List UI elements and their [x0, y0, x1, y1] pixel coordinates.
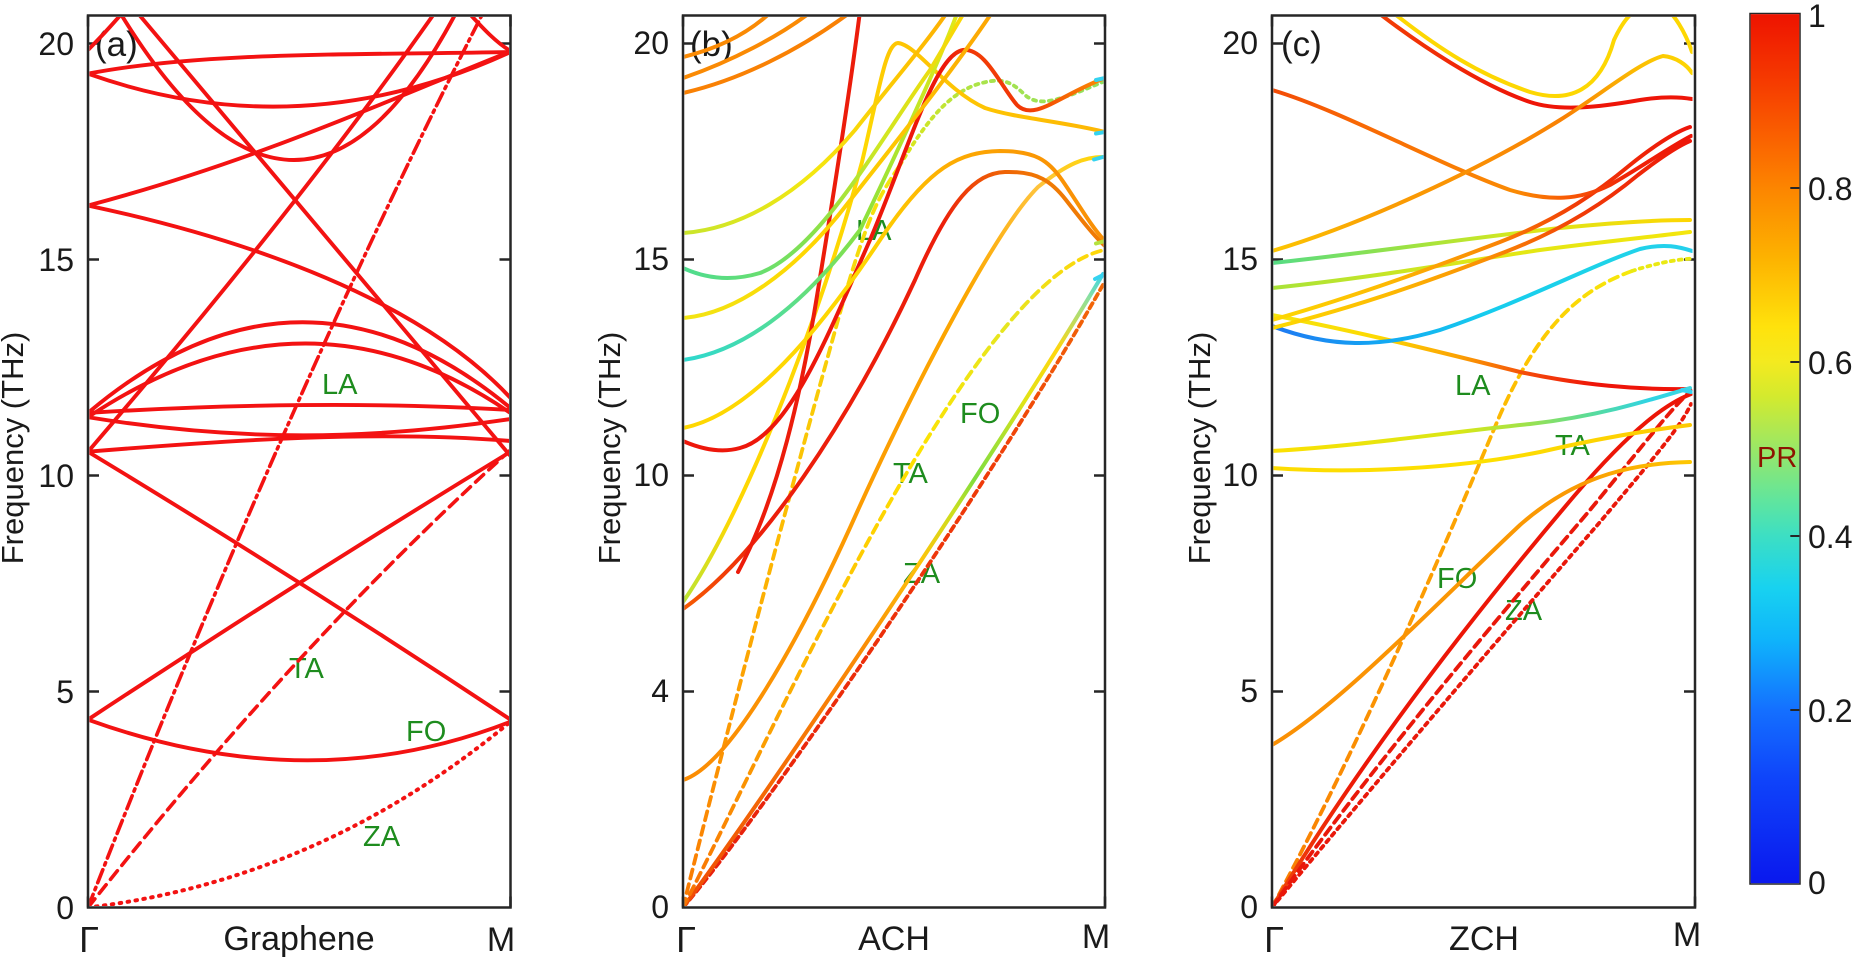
svg-text:Γ: Γ [1264, 919, 1284, 960]
svg-text:5: 5 [56, 674, 74, 710]
svg-text:10: 10 [38, 458, 74, 494]
svg-text:LA: LA [1455, 370, 1491, 402]
svg-text:Frequency (THz): Frequency (THz) [0, 332, 30, 565]
svg-text:15: 15 [1222, 241, 1258, 277]
svg-text:Γ: Γ [79, 919, 99, 960]
svg-text:20: 20 [633, 25, 669, 61]
svg-text:0: 0 [1808, 865, 1826, 901]
svg-text:0: 0 [56, 890, 74, 926]
svg-text:0: 0 [651, 889, 669, 925]
svg-text:(c): (c) [1281, 25, 1322, 64]
svg-text:Frequency (THz): Frequency (THz) [1182, 332, 1217, 565]
svg-text:0.4: 0.4 [1808, 519, 1852, 555]
svg-text:ACH: ACH [858, 920, 930, 958]
svg-text:0: 0 [1240, 889, 1258, 925]
svg-text:20: 20 [1222, 25, 1258, 61]
svg-text:Graphene: Graphene [223, 920, 374, 958]
svg-text:TA: TA [289, 653, 325, 685]
svg-text:4: 4 [651, 673, 669, 709]
svg-text:M: M [1673, 916, 1701, 954]
svg-text:PR: PR [1757, 442, 1797, 474]
svg-text:M: M [1082, 918, 1110, 956]
svg-text:15: 15 [633, 241, 669, 277]
svg-text:LA: LA [322, 369, 358, 401]
svg-text:10: 10 [1222, 457, 1258, 493]
svg-text:ZCH: ZCH [1449, 920, 1519, 958]
svg-text:0.2: 0.2 [1808, 693, 1852, 729]
svg-text:(b): (b) [690, 25, 733, 64]
svg-text:15: 15 [38, 242, 74, 278]
svg-text:0.8: 0.8 [1808, 171, 1852, 207]
svg-text:1: 1 [1808, 0, 1826, 34]
svg-text:M: M [487, 921, 515, 959]
svg-text:ZA: ZA [1505, 595, 1543, 627]
svg-text:FO: FO [1437, 563, 1477, 595]
svg-text:10: 10 [633, 457, 669, 493]
svg-text:5: 5 [1240, 673, 1258, 709]
svg-text:20: 20 [38, 26, 74, 62]
svg-text:FO: FO [960, 398, 1000, 430]
svg-text:Γ: Γ [676, 919, 696, 960]
svg-text:ZA: ZA [363, 821, 401, 853]
svg-text:0.6: 0.6 [1808, 345, 1852, 381]
svg-text:Frequency (THz): Frequency (THz) [592, 332, 627, 565]
